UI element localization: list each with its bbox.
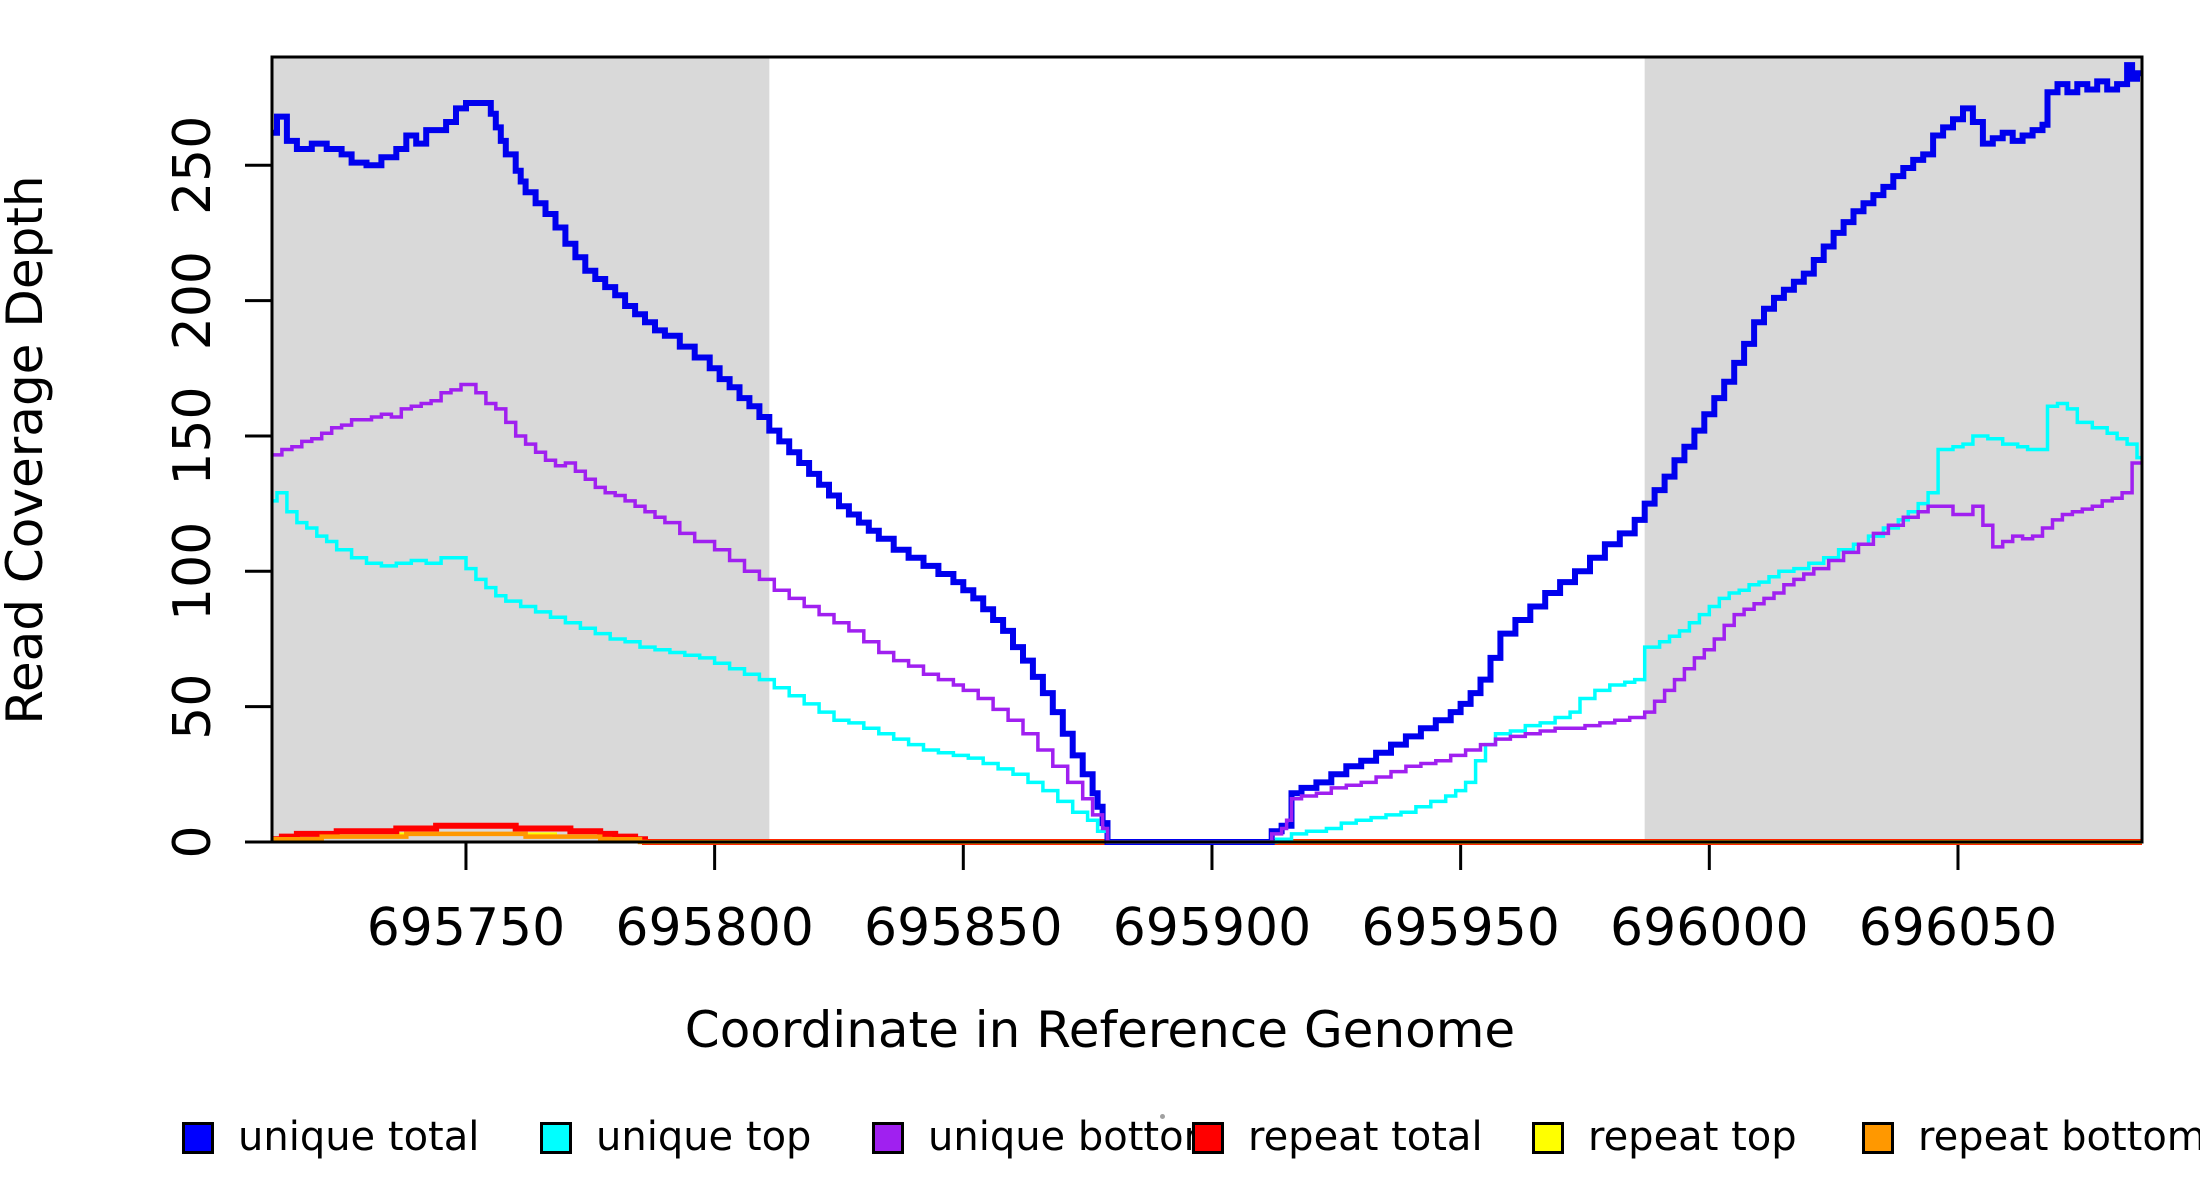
y-axis-label: Read Coverage Depth [0, 175, 54, 725]
legend-label: repeat total [1248, 1114, 1483, 1160]
x-tick-label: 696000 [1610, 898, 1809, 958]
legend-label: repeat top [1588, 1114, 1797, 1160]
legend-swatch-unique-total [182, 1122, 214, 1154]
y-tick-label: 250 [163, 116, 223, 215]
legend-swatch-unique-bottom [872, 1122, 904, 1154]
legend-swatch-unique-top [540, 1122, 572, 1154]
series-repeat-bottom-line [272, 831, 2142, 845]
repeat-region-left [272, 57, 770, 843]
legend-label: unique top [596, 1114, 812, 1160]
y-tick-label: 50 [163, 674, 223, 740]
legend-swatch-repeat-top [1532, 1122, 1564, 1154]
x-axis-label: Coordinate in Reference Genome [684, 1001, 1516, 1059]
x-tick-label: 695900 [1113, 898, 1312, 958]
x-tick-label: 695850 [864, 898, 1063, 958]
x-tick-label: 695750 [367, 898, 566, 958]
legend-label: repeat bottom [1918, 1114, 2200, 1160]
legend-stray-dot [1160, 1114, 1165, 1119]
x-tick-label: 695950 [1361, 898, 1560, 958]
series-unique-bottom-line [272, 382, 2142, 844]
y-tick-label: 100 [163, 522, 223, 621]
legend-label: unique bottom [928, 1114, 1223, 1160]
plot-border [270, 55, 2144, 844]
series-repeat-total-line [272, 822, 2142, 845]
y-tick-label: 200 [163, 251, 223, 350]
y-tick-label: 0 [163, 825, 223, 858]
x-tick-label: 696050 [1859, 898, 2058, 958]
legend-swatch-repeat-bottom [1862, 1122, 1894, 1154]
x-tick-label: 695800 [615, 898, 814, 958]
legend-swatch-repeat-total [1192, 1122, 1224, 1154]
series-unique-top-line [272, 401, 2142, 844]
legend-label: unique total [238, 1114, 480, 1160]
y-tick-label: 150 [163, 386, 223, 485]
